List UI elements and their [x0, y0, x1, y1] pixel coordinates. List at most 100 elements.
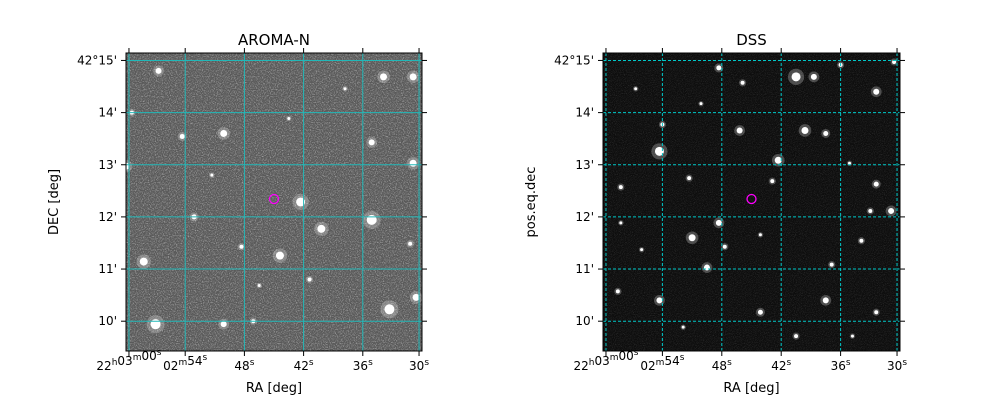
star — [368, 139, 375, 146]
coordinate-grid — [126, 53, 422, 351]
target-marker — [746, 193, 757, 205]
star — [287, 117, 291, 121]
star — [801, 126, 809, 134]
star — [873, 88, 880, 95]
star — [210, 173, 214, 177]
star — [873, 181, 879, 187]
star — [736, 127, 743, 134]
y-tick-label: 12' — [98, 210, 117, 224]
star — [829, 262, 834, 267]
x-tick-label: 22h03m00s — [96, 348, 161, 373]
star — [296, 197, 306, 207]
y-tick-label: 13' — [98, 158, 117, 172]
y-tick-label: 42°15' — [77, 53, 117, 67]
tick-marks — [121, 48, 427, 356]
x-tick-label: 02m54s — [163, 353, 207, 373]
star — [155, 67, 162, 74]
star — [275, 251, 284, 260]
y-tick-label: 10' — [575, 314, 594, 328]
panel-title: DSS — [736, 31, 767, 49]
star — [654, 146, 664, 156]
coordinate-grid — [603, 53, 900, 351]
x-tick-label: 02m54s — [640, 353, 684, 373]
y-axis-label: DEC [deg] — [47, 169, 62, 235]
star — [366, 214, 377, 225]
star — [409, 73, 417, 81]
star — [681, 325, 685, 329]
x-tick-label: 42s — [294, 358, 314, 373]
star — [307, 277, 312, 282]
x-tick-label: 36s — [353, 358, 373, 373]
x-tick-label: 30s — [409, 358, 429, 373]
x-tick-label: 36s — [831, 358, 851, 373]
star — [317, 224, 326, 233]
tick-marks — [598, 48, 905, 356]
star — [716, 65, 722, 71]
y-tick-label: 10' — [98, 314, 117, 328]
star — [380, 73, 388, 81]
star — [220, 129, 228, 137]
star — [634, 87, 638, 91]
star — [239, 244, 244, 249]
star — [179, 133, 185, 139]
star — [822, 297, 829, 304]
star — [703, 264, 710, 271]
star — [699, 102, 703, 106]
star — [757, 309, 763, 315]
star — [823, 130, 829, 136]
star — [770, 179, 775, 184]
axes-frame — [602, 52, 901, 352]
y-tick-label: 13' — [575, 158, 594, 172]
x-tick-label: 48s — [712, 358, 732, 373]
sky-noise — [603, 53, 900, 351]
star — [257, 283, 261, 287]
star — [220, 321, 227, 328]
star — [618, 185, 623, 190]
star — [859, 238, 864, 243]
y-tick-label: 14' — [98, 106, 117, 120]
star — [774, 156, 782, 164]
star — [791, 72, 801, 82]
star — [888, 207, 895, 214]
star — [139, 257, 148, 266]
x-tick-label: 22h03m00s — [573, 348, 638, 373]
star — [688, 234, 696, 242]
star — [619, 221, 623, 225]
star — [794, 334, 799, 339]
star — [868, 208, 873, 213]
x-tick-label: 48s — [234, 358, 254, 373]
star — [722, 244, 727, 249]
sky-noise — [126, 53, 422, 351]
star — [810, 73, 817, 80]
star — [615, 289, 620, 294]
sky-image-aroma-n — [126, 53, 422, 351]
star — [740, 80, 745, 85]
star — [758, 233, 762, 237]
x-tick-label: 30s — [887, 358, 907, 373]
y-tick-label: 14' — [575, 106, 594, 120]
axes-frame — [125, 52, 423, 352]
star — [656, 297, 663, 304]
star — [874, 310, 879, 315]
star — [850, 334, 854, 338]
star — [408, 241, 413, 246]
star — [412, 293, 420, 301]
sky-image-dss — [603, 53, 900, 351]
y-tick-labels: 42°15' 14' 13' 12' 11' 10' — [77, 53, 117, 328]
x-axis-label: RA [deg] — [723, 381, 779, 396]
x-tick-label: 42s — [771, 358, 791, 373]
y-tick-label: 12' — [575, 210, 594, 224]
x-axis-label: RA [deg] — [246, 381, 302, 396]
star — [715, 219, 722, 226]
target-marker — [268, 193, 280, 205]
star — [343, 87, 347, 91]
y-tick-label: 42°15' — [554, 53, 594, 67]
y-tick-label: 11' — [575, 262, 594, 276]
star — [409, 159, 417, 167]
star — [384, 304, 395, 315]
